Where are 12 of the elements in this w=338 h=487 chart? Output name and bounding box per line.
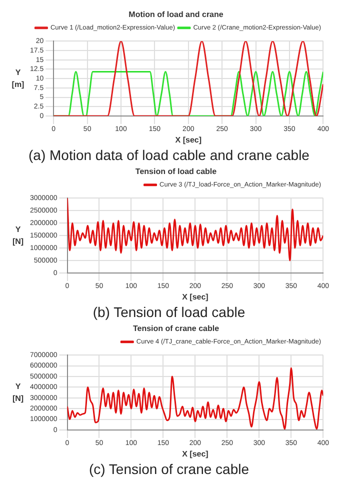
y-axis-title: Y [N] <box>12 224 24 246</box>
x-axis-title: X [sec] <box>182 449 209 458</box>
text: (c) Tension of crane cable <box>88 460 250 478</box>
chart-title: Tension of crane cable <box>132 324 220 334</box>
chart-title: Tension of load cable <box>135 167 218 176</box>
y-axis-title: Y [m] <box>12 68 25 89</box>
chart-title: Motion of load and crane <box>128 10 224 20</box>
x-axis-title: X [sec] <box>175 135 202 144</box>
text: (a) Motion data of load cable and crane cable <box>28 146 310 164</box>
x-axis-title: X [sec] <box>182 292 209 302</box>
y-axis-title: Y [N] <box>12 382 24 403</box>
text: (b) Tension of load cable <box>92 303 246 321</box>
